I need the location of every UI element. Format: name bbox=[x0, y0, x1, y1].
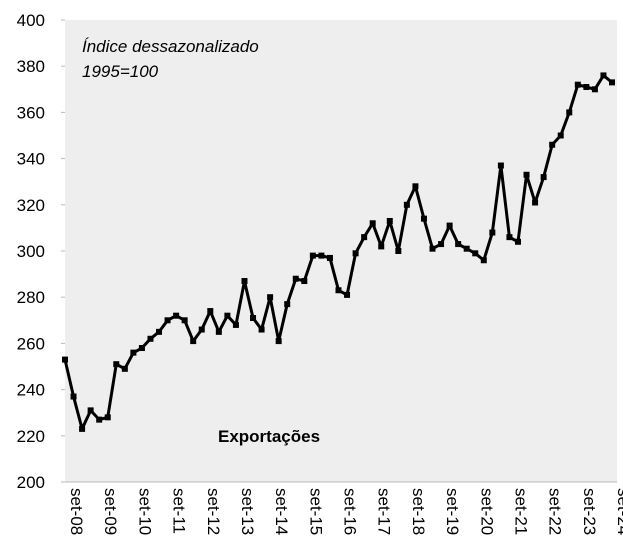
marker bbox=[79, 425, 86, 432]
marker bbox=[181, 317, 188, 324]
marker bbox=[113, 361, 120, 368]
marker bbox=[557, 132, 564, 139]
marker bbox=[121, 365, 128, 372]
marker bbox=[335, 287, 342, 294]
marker bbox=[207, 308, 214, 315]
marker bbox=[438, 241, 445, 248]
marker bbox=[523, 171, 530, 178]
x-tick-label: set-23 bbox=[580, 488, 599, 535]
marker bbox=[420, 215, 427, 222]
marker bbox=[386, 217, 393, 224]
y-tick-label: 360 bbox=[17, 103, 45, 122]
marker bbox=[87, 407, 94, 414]
marker bbox=[532, 199, 539, 206]
x-tick-label: set-16 bbox=[341, 488, 360, 535]
marker bbox=[497, 162, 504, 169]
marker bbox=[301, 278, 308, 285]
marker bbox=[344, 291, 351, 298]
marker bbox=[241, 278, 248, 285]
marker bbox=[472, 250, 479, 257]
marker bbox=[369, 220, 376, 227]
x-tick-label: set-17 bbox=[375, 488, 394, 535]
marker bbox=[318, 252, 325, 259]
marker bbox=[566, 109, 573, 116]
x-tick-label: set-12 bbox=[204, 488, 223, 535]
marker bbox=[429, 245, 436, 252]
annotation: 1995=100 bbox=[82, 62, 159, 81]
marker bbox=[62, 356, 68, 363]
marker bbox=[600, 72, 607, 79]
marker bbox=[506, 234, 513, 241]
marker bbox=[164, 317, 171, 324]
marker bbox=[455, 241, 462, 248]
marker bbox=[489, 229, 496, 236]
y-tick-label: 300 bbox=[17, 242, 45, 261]
marker bbox=[378, 243, 385, 250]
y-tick-label: 400 bbox=[17, 11, 45, 30]
y-tick-label: 240 bbox=[17, 381, 45, 400]
x-tick-label: set-11 bbox=[170, 488, 189, 534]
x-tick-label: set-18 bbox=[409, 488, 428, 535]
marker bbox=[549, 141, 556, 148]
marker bbox=[292, 275, 299, 282]
x-tick-label: set-10 bbox=[135, 488, 154, 535]
marker bbox=[412, 183, 419, 190]
marker bbox=[514, 238, 521, 245]
marker bbox=[215, 328, 222, 335]
marker bbox=[284, 301, 291, 308]
x-tick-label: set-08 bbox=[67, 488, 86, 535]
marker bbox=[446, 222, 453, 229]
marker bbox=[395, 248, 402, 254]
marker bbox=[403, 201, 410, 208]
marker bbox=[138, 345, 145, 352]
marker bbox=[326, 254, 333, 261]
x-tick-label: set-19 bbox=[443, 488, 462, 535]
plot-area bbox=[65, 20, 617, 482]
marker bbox=[96, 416, 103, 423]
marker bbox=[309, 252, 316, 259]
marker bbox=[480, 257, 487, 264]
x-tick-label: set-21 bbox=[511, 488, 530, 535]
marker bbox=[250, 314, 257, 321]
marker bbox=[609, 79, 615, 86]
marker bbox=[591, 86, 598, 93]
x-tick-label: set-13 bbox=[238, 488, 257, 535]
marker bbox=[267, 294, 274, 301]
marker bbox=[352, 250, 359, 257]
marker bbox=[224, 312, 231, 319]
marker bbox=[583, 83, 590, 90]
annotation: Exportações bbox=[218, 427, 320, 446]
marker bbox=[463, 245, 470, 252]
marker bbox=[190, 338, 197, 345]
x-tick-label: set-20 bbox=[477, 488, 496, 535]
marker bbox=[147, 335, 154, 342]
marker bbox=[258, 326, 265, 333]
marker bbox=[130, 349, 137, 356]
y-tick-label: 200 bbox=[17, 473, 45, 492]
y-tick-label: 380 bbox=[17, 57, 45, 76]
marker bbox=[275, 338, 282, 345]
y-tick-label: 340 bbox=[17, 150, 45, 169]
y-tick-label: 220 bbox=[17, 427, 45, 446]
x-tick-label: set-22 bbox=[546, 488, 565, 535]
x-tick-label: set-09 bbox=[101, 488, 120, 535]
marker bbox=[232, 321, 239, 328]
marker bbox=[198, 326, 205, 333]
x-tick-label: set-14 bbox=[272, 488, 291, 535]
marker bbox=[70, 393, 77, 400]
x-tick-label: set-24 bbox=[614, 488, 623, 535]
marker bbox=[540, 174, 547, 181]
marker bbox=[361, 234, 368, 241]
annotation: Índice dessazonalizado bbox=[82, 37, 259, 56]
marker bbox=[104, 414, 111, 421]
y-tick-label: 260 bbox=[17, 334, 45, 353]
marker bbox=[574, 81, 581, 88]
y-tick-label: 280 bbox=[17, 288, 45, 307]
x-tick-label: set-15 bbox=[306, 488, 325, 535]
marker bbox=[156, 328, 163, 335]
marker bbox=[173, 312, 180, 319]
y-tick-label: 320 bbox=[17, 196, 45, 215]
